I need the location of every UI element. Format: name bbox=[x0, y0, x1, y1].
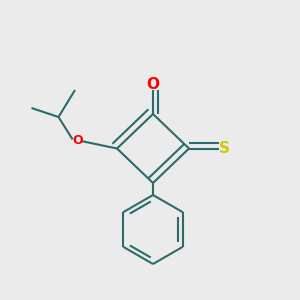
Text: O: O bbox=[72, 134, 83, 148]
Text: O: O bbox=[146, 77, 160, 92]
Text: S: S bbox=[219, 141, 230, 156]
